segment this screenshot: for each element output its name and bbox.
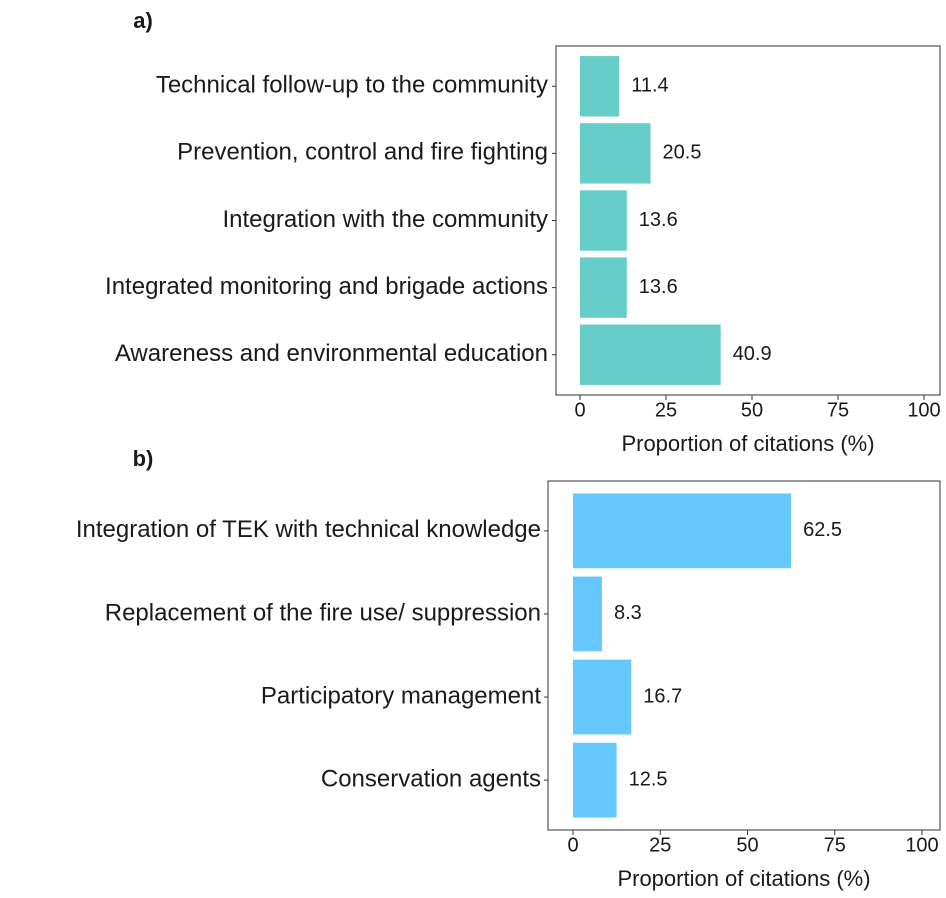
value-label: 20.5 [663,142,702,164]
x-tick-label: 75 [827,399,849,421]
category-label: Conservation agents [321,765,541,792]
bar [573,659,632,735]
category-label: Participatory management [261,682,541,709]
x-tick-label: 75 [824,834,846,856]
bar [573,493,792,569]
bar [580,257,627,318]
panel-title: a) [133,8,153,33]
value-label: 12.5 [629,768,668,790]
x-tick-label: 25 [649,834,671,856]
panel-title: b) [133,446,154,471]
category-label: Technical follow-up to the community [156,72,548,99]
category-label: Integration of TEK with technical knowle… [76,516,541,543]
category-label: Prevention, control and fire fighting [177,139,548,166]
x-tick-label: 25 [655,399,677,421]
value-label: 13.6 [639,276,678,298]
bar [580,324,721,385]
x-tick-label: 0 [574,399,585,421]
category-label: Integrated monitoring and brigade action… [105,273,548,300]
bar [573,742,617,818]
value-label: 40.9 [733,343,772,365]
category-label: Integration with the community [223,206,549,233]
x-tick-label: 0 [567,834,578,856]
x-axis-label: Proportion of citations (%) [621,431,874,456]
category-label: Replacement of the fire use/ suppression [105,599,541,626]
x-tick-label: 100 [905,834,938,856]
x-tick-label: 50 [736,834,758,856]
value-label: 16.7 [643,685,682,707]
bar [580,190,627,251]
value-label: 11.4 [631,75,668,97]
bar [580,56,620,117]
value-label: 13.6 [639,209,678,231]
value-label: 62.5 [803,519,842,541]
bar [580,123,651,184]
bar [573,576,602,652]
x-tick-label: 50 [741,399,763,421]
value-label: 8.3 [614,602,642,624]
category-label: Awareness and environmental education [115,340,548,367]
plot-frame [547,480,941,831]
x-tick-label: 100 [907,399,940,421]
x-axis-label: Proportion of citations (%) [617,866,870,891]
